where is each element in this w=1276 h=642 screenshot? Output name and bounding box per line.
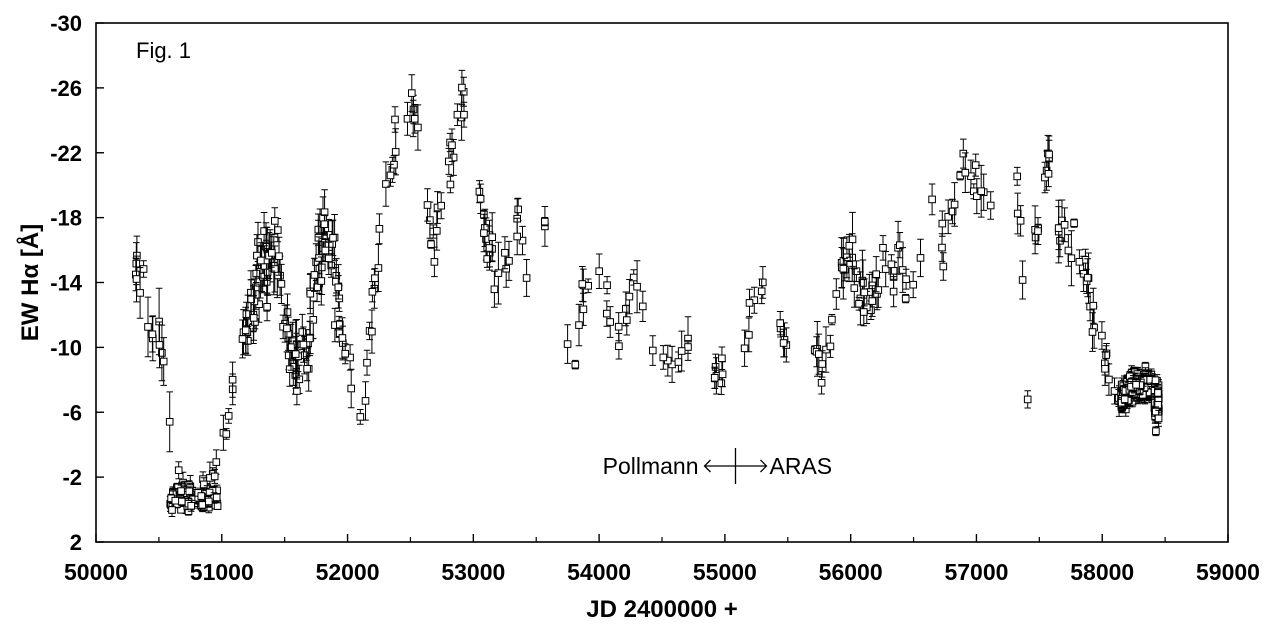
svg-text:-30: -30 (50, 11, 82, 36)
svg-text:55000: 55000 (693, 559, 757, 585)
svg-text:51000: 51000 (190, 559, 254, 585)
svg-text:-2: -2 (62, 465, 82, 490)
svg-text:2: 2 (70, 530, 82, 555)
svg-text:Pollmann: Pollmann (603, 453, 699, 479)
svg-text:53000: 53000 (441, 559, 505, 585)
svg-text:-22: -22 (50, 141, 82, 166)
svg-text:54000: 54000 (567, 559, 631, 585)
svg-text:-14: -14 (50, 271, 83, 296)
svg-text:JD 2400000 +: JD 2400000 + (586, 596, 737, 623)
svg-text:59000: 59000 (1196, 559, 1260, 585)
svg-text:-10: -10 (50, 335, 82, 360)
svg-text:52000: 52000 (316, 559, 380, 585)
svg-text:58000: 58000 (1070, 559, 1134, 585)
svg-text:57000: 57000 (944, 559, 1008, 585)
svg-text:-6: -6 (62, 400, 82, 425)
svg-text:ARAS: ARAS (770, 453, 833, 479)
svg-text:-18: -18 (50, 206, 82, 231)
svg-text:50000: 50000 (64, 559, 128, 585)
svg-text:EW Hα [Å]: EW Hα [Å] (16, 224, 44, 341)
svg-text:Fig. 1: Fig. 1 (136, 38, 191, 63)
svg-text:56000: 56000 (819, 559, 883, 585)
svg-text:-26: -26 (50, 76, 82, 101)
